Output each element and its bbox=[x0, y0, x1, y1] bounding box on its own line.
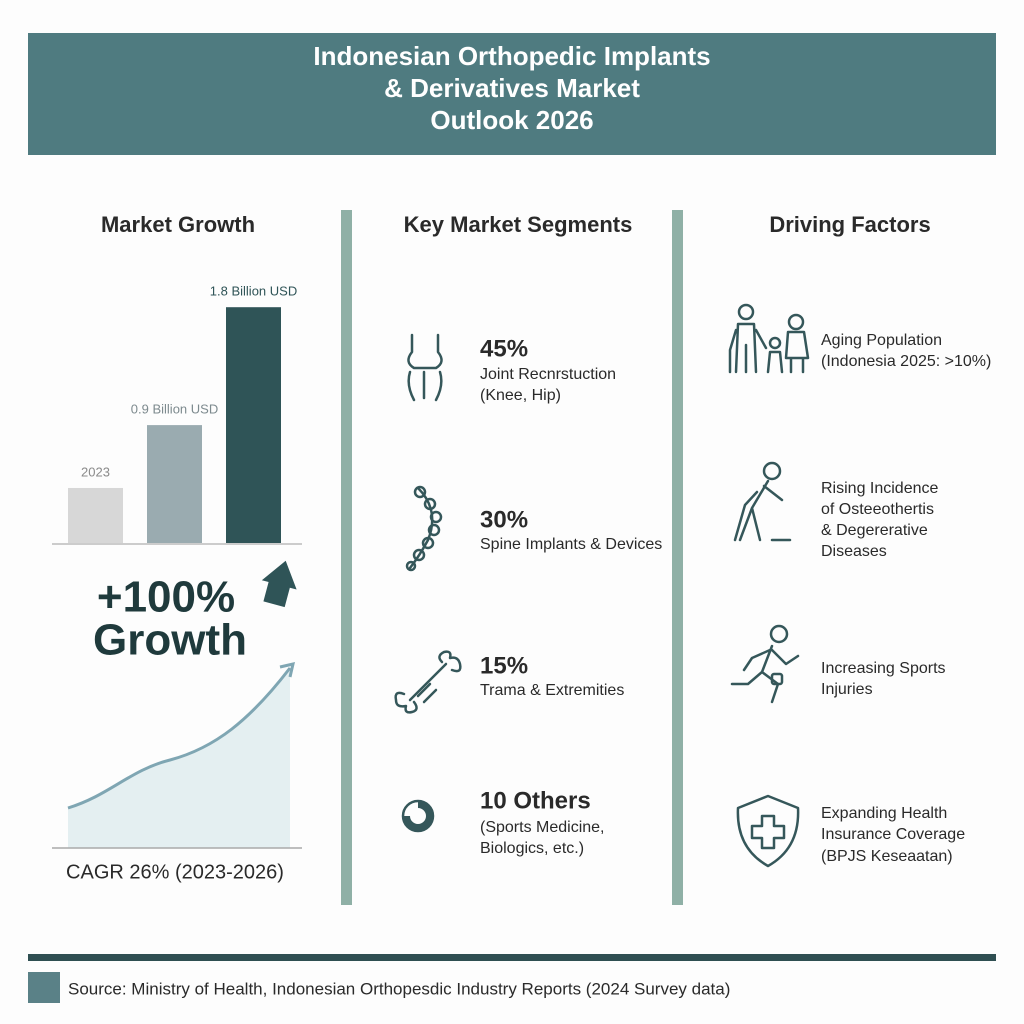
elderly-icon bbox=[733, 461, 792, 542]
bar bbox=[147, 425, 202, 543]
column-heading: Driving Factors bbox=[769, 212, 930, 237]
driver-label: Aging Population bbox=[821, 332, 942, 349]
footer-rule bbox=[28, 954, 996, 961]
segment-label: (Sports Medicine, bbox=[480, 819, 605, 836]
bar-label: 2023 bbox=[81, 464, 110, 479]
title-line: Outlook 2026 bbox=[430, 105, 593, 135]
segment-share: 10 Others bbox=[480, 787, 591, 814]
title-line: Indonesian Orthopedic Implants bbox=[313, 41, 710, 71]
source-swatch bbox=[28, 972, 60, 1003]
cagr-text: CAGR 26% (2023-2026) bbox=[66, 861, 284, 883]
growth-text: Growth bbox=[93, 616, 247, 665]
bar bbox=[68, 487, 123, 543]
bar-label: 0.9 Billion USD bbox=[131, 402, 218, 417]
trend-arrowhead bbox=[279, 661, 296, 678]
donut-icon bbox=[401, 799, 435, 833]
driver-label: Injuries bbox=[821, 681, 873, 698]
segment-label: Joint Recnrstuction bbox=[480, 366, 616, 383]
segment-label: Spine Implants & Devices bbox=[480, 536, 662, 553]
segment-label: Trama & Extremities bbox=[480, 682, 624, 699]
shield-icon bbox=[736, 794, 800, 868]
bone-icon bbox=[394, 650, 462, 714]
family-icon bbox=[728, 303, 810, 374]
segment-share: 15% bbox=[480, 652, 528, 679]
knee-icon bbox=[407, 333, 443, 402]
column-heading: Key Market Segments bbox=[404, 212, 633, 237]
trend-line bbox=[67, 667, 292, 810]
up-arrow bbox=[261, 560, 297, 608]
column-heading: Market Growth bbox=[101, 212, 255, 237]
spine-icon bbox=[405, 485, 443, 572]
title-line: & Derivatives Market bbox=[384, 73, 640, 103]
segment-share: 45% bbox=[480, 335, 528, 362]
driver-label: & Degererative bbox=[821, 522, 928, 539]
segment-label: (Knee, Hip) bbox=[480, 387, 561, 404]
driver-label: Rising Incidence bbox=[821, 480, 939, 497]
runner-icon bbox=[730, 624, 800, 704]
driver-label: of Osteeothertis bbox=[821, 501, 934, 518]
bar-label: 1.8 Billion USD bbox=[210, 284, 297, 299]
driver-label: (Indonesia 2025: >10%) bbox=[821, 353, 991, 370]
driver-label: (BPJS Keseaatan) bbox=[821, 848, 953, 865]
driver-label: Insurance Coverage bbox=[821, 826, 965, 843]
header-band bbox=[28, 33, 996, 155]
driver-label: Expanding Health bbox=[821, 805, 947, 822]
driver-label: Increasing Sports bbox=[821, 660, 946, 677]
divider bbox=[672, 210, 683, 905]
bar bbox=[226, 307, 281, 543]
segment-label: Biologics, etc.) bbox=[480, 840, 584, 857]
segment-share: 30% bbox=[480, 506, 528, 533]
source-text: Source: Ministry of Health, Indonesian O… bbox=[68, 979, 730, 998]
driver-label: Diseases bbox=[821, 543, 887, 560]
growth-text: +100% bbox=[97, 573, 235, 622]
divider bbox=[341, 210, 352, 905]
